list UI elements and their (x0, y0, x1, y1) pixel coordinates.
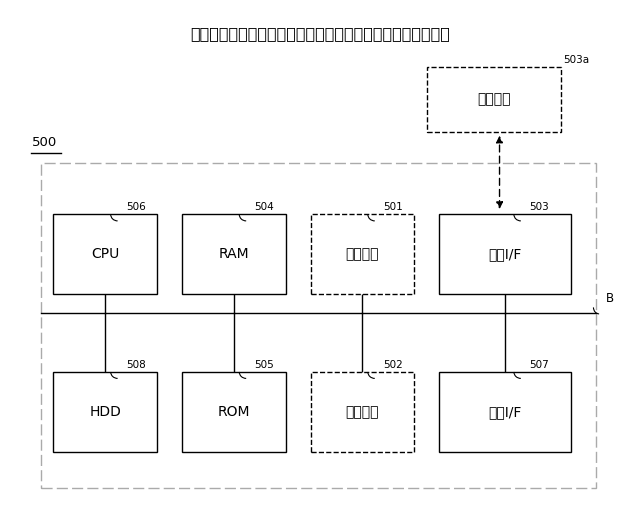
Text: B: B (605, 292, 614, 305)
Text: RAM: RAM (218, 248, 249, 261)
Bar (54, 214, 157, 295)
Bar (182, 214, 285, 295)
Text: 503a: 503a (563, 55, 589, 65)
Text: 506: 506 (125, 202, 145, 212)
Text: 502: 502 (383, 360, 403, 370)
Text: 508: 508 (125, 360, 145, 370)
Bar (439, 214, 571, 295)
Bar (54, 372, 157, 452)
Text: CPU: CPU (91, 248, 119, 261)
Text: HDD: HDD (89, 405, 121, 419)
Text: 入力装置: 入力装置 (346, 248, 379, 261)
Bar (182, 372, 285, 452)
Text: 通信I/F: 通信I/F (488, 405, 522, 419)
Bar (439, 372, 571, 452)
Text: 503: 503 (529, 202, 548, 212)
Text: 507: 507 (529, 360, 548, 370)
Text: 本実施形態に係るコンピュータの一例のハードウェア構成図: 本実施形態に係るコンピュータの一例のハードウェア構成図 (190, 26, 450, 41)
Text: 表示装置: 表示装置 (346, 405, 379, 419)
Bar (310, 214, 414, 295)
Text: ROM: ROM (218, 405, 250, 419)
Text: 504: 504 (254, 202, 274, 212)
Bar (41, 163, 596, 488)
Text: 記録媒体: 記録媒体 (477, 93, 511, 106)
Bar (310, 372, 414, 452)
Text: 外部I/F: 外部I/F (488, 248, 522, 261)
Text: 505: 505 (254, 360, 274, 370)
Text: 501: 501 (383, 202, 403, 212)
Text: 500: 500 (31, 135, 57, 149)
Bar (427, 67, 561, 132)
